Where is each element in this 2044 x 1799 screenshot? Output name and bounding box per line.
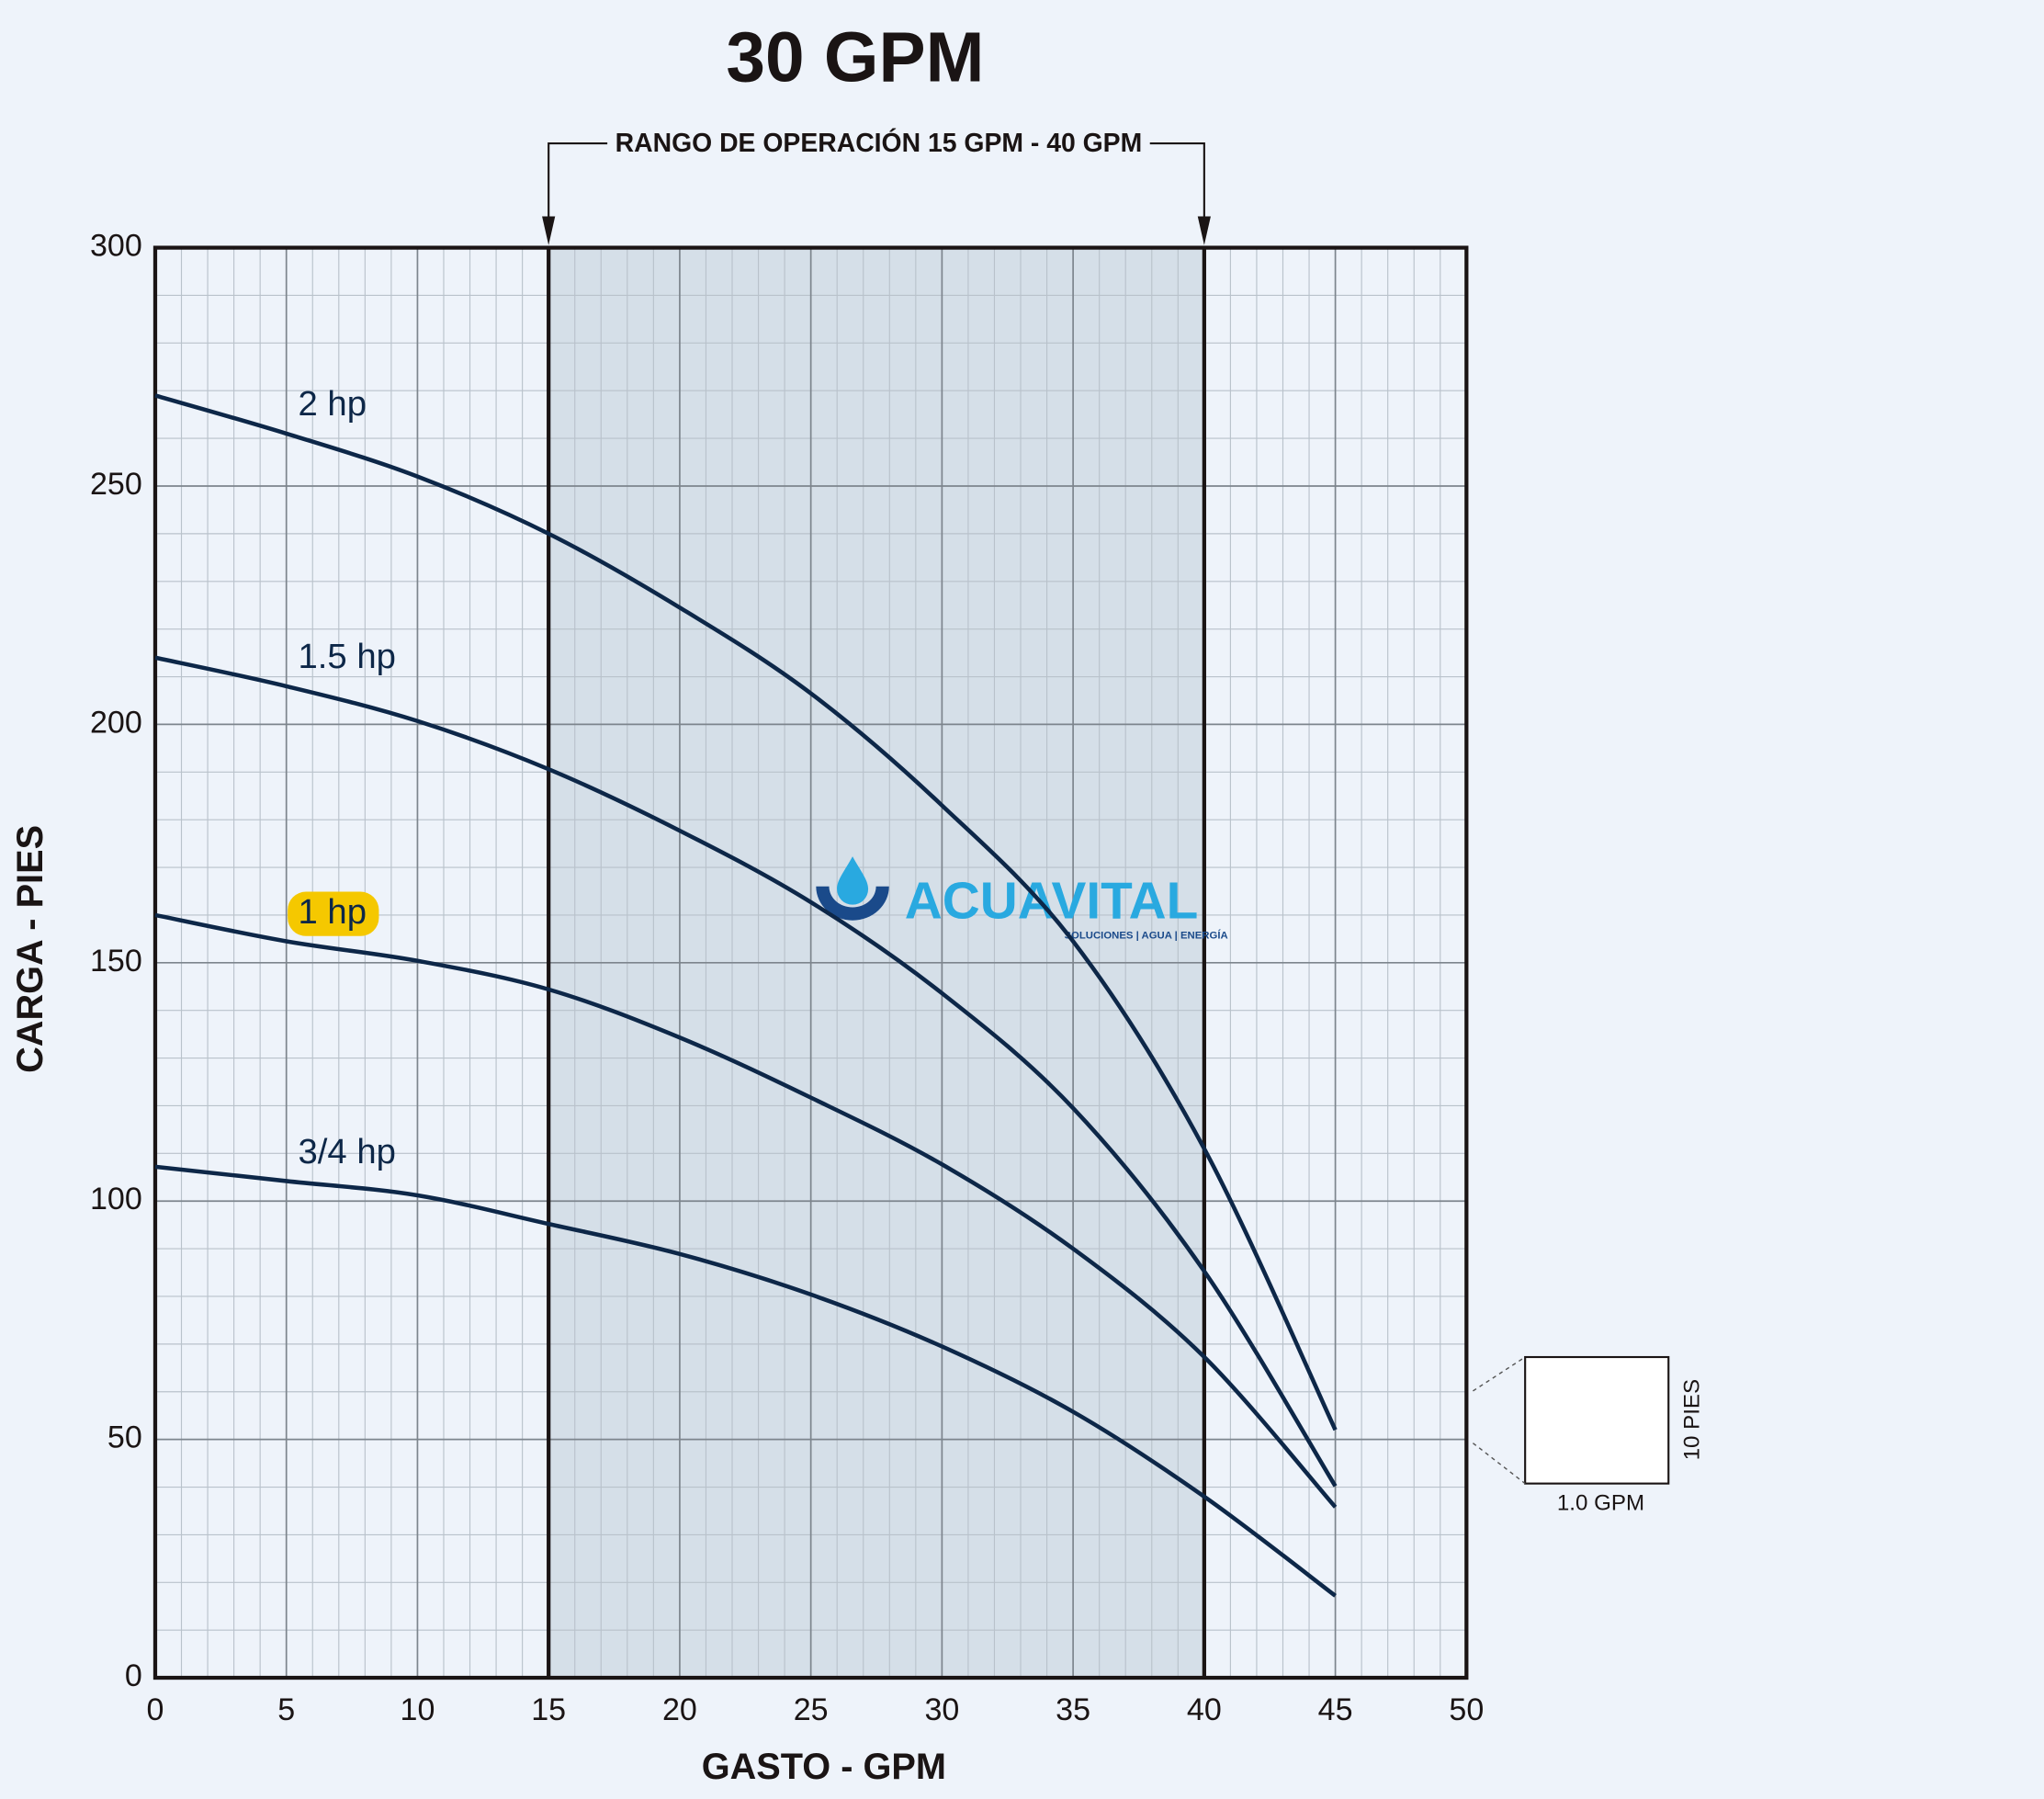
plot-frame: [152, 245, 1469, 1680]
y-tick-label: 50: [107, 1420, 142, 1455]
x-tick-label: 15: [531, 1692, 566, 1727]
x-tick-label: 40: [1187, 1692, 1222, 1727]
pump-curve: [154, 912, 1338, 1509]
x-tick-label: 50: [1449, 1692, 1484, 1727]
scale-leader: [1473, 1356, 1526, 1392]
y-tick-label: 200: [90, 705, 142, 740]
x-tick-label: 20: [662, 1692, 697, 1727]
scale-box: 1.0 GPM 10 PIES: [1472, 1355, 1705, 1516]
scale-y-label: 10 PIES: [1680, 1379, 1705, 1460]
scale-leader: [1472, 1443, 1526, 1485]
scale-box-rect: [1524, 1355, 1670, 1485]
series-label: 2 hp: [298, 384, 367, 424]
logo-cup: [816, 886, 889, 921]
x-axis-label: GASTO - GPM: [702, 1747, 946, 1787]
y-tick-label: 150: [90, 944, 142, 979]
range-arrow: [542, 216, 556, 245]
y-tick-label: 0: [125, 1658, 142, 1693]
range-annotation: RANGO DE OPERACIÓN 15 GPM - 40 GPM: [615, 129, 1143, 158]
logo-tagline: SOLUCIONES | AGUA | ENERGÍA: [1064, 930, 1227, 942]
logo: ACUAVITAL SOLUCIONES | AGUA | ENERGÍA: [816, 856, 1228, 942]
series-label: 3/4 hp: [298, 1132, 395, 1171]
label-highlight: [288, 891, 379, 936]
logo-name: ACUAVITAL: [905, 873, 1198, 931]
plot-over: 0 5 10 15 20 25 30 35 40 45 50 0 50 100 150 200 250 300 2 …: [90, 142, 1484, 1727]
logo-drop: [837, 856, 869, 905]
x-tick-label: 0: [147, 1692, 164, 1727]
x-tick-label: 30: [924, 1692, 959, 1727]
x-tick-label: 5: [277, 1692, 295, 1727]
series-label: 1 hp: [298, 892, 367, 932]
y-axis-label: CARGA - PIES: [10, 825, 51, 1073]
chart-title: 30 GPM: [726, 18, 984, 96]
range-arrow: [1197, 216, 1211, 245]
range-bracket: [548, 142, 608, 222]
pump-curve: [154, 393, 1338, 1431]
scale-x-label: 1.0 GPM: [1557, 1491, 1644, 1516]
y-tick-label: 250: [90, 467, 142, 502]
x-tick-label: 10: [401, 1692, 435, 1727]
x-tick-label: 35: [1056, 1692, 1090, 1727]
series-label: 1.5 hp: [298, 637, 395, 676]
y-tick-label: 100: [90, 1182, 142, 1216]
range-bracket: [1149, 142, 1205, 222]
x-tick-label: 25: [794, 1692, 829, 1727]
x-tick-label: 45: [1318, 1692, 1353, 1727]
pump-curve: [154, 655, 1338, 1488]
y-tick-label: 300: [90, 229, 142, 264]
pump-curve: [154, 1164, 1337, 1598]
plot-under: [154, 246, 1468, 1679]
